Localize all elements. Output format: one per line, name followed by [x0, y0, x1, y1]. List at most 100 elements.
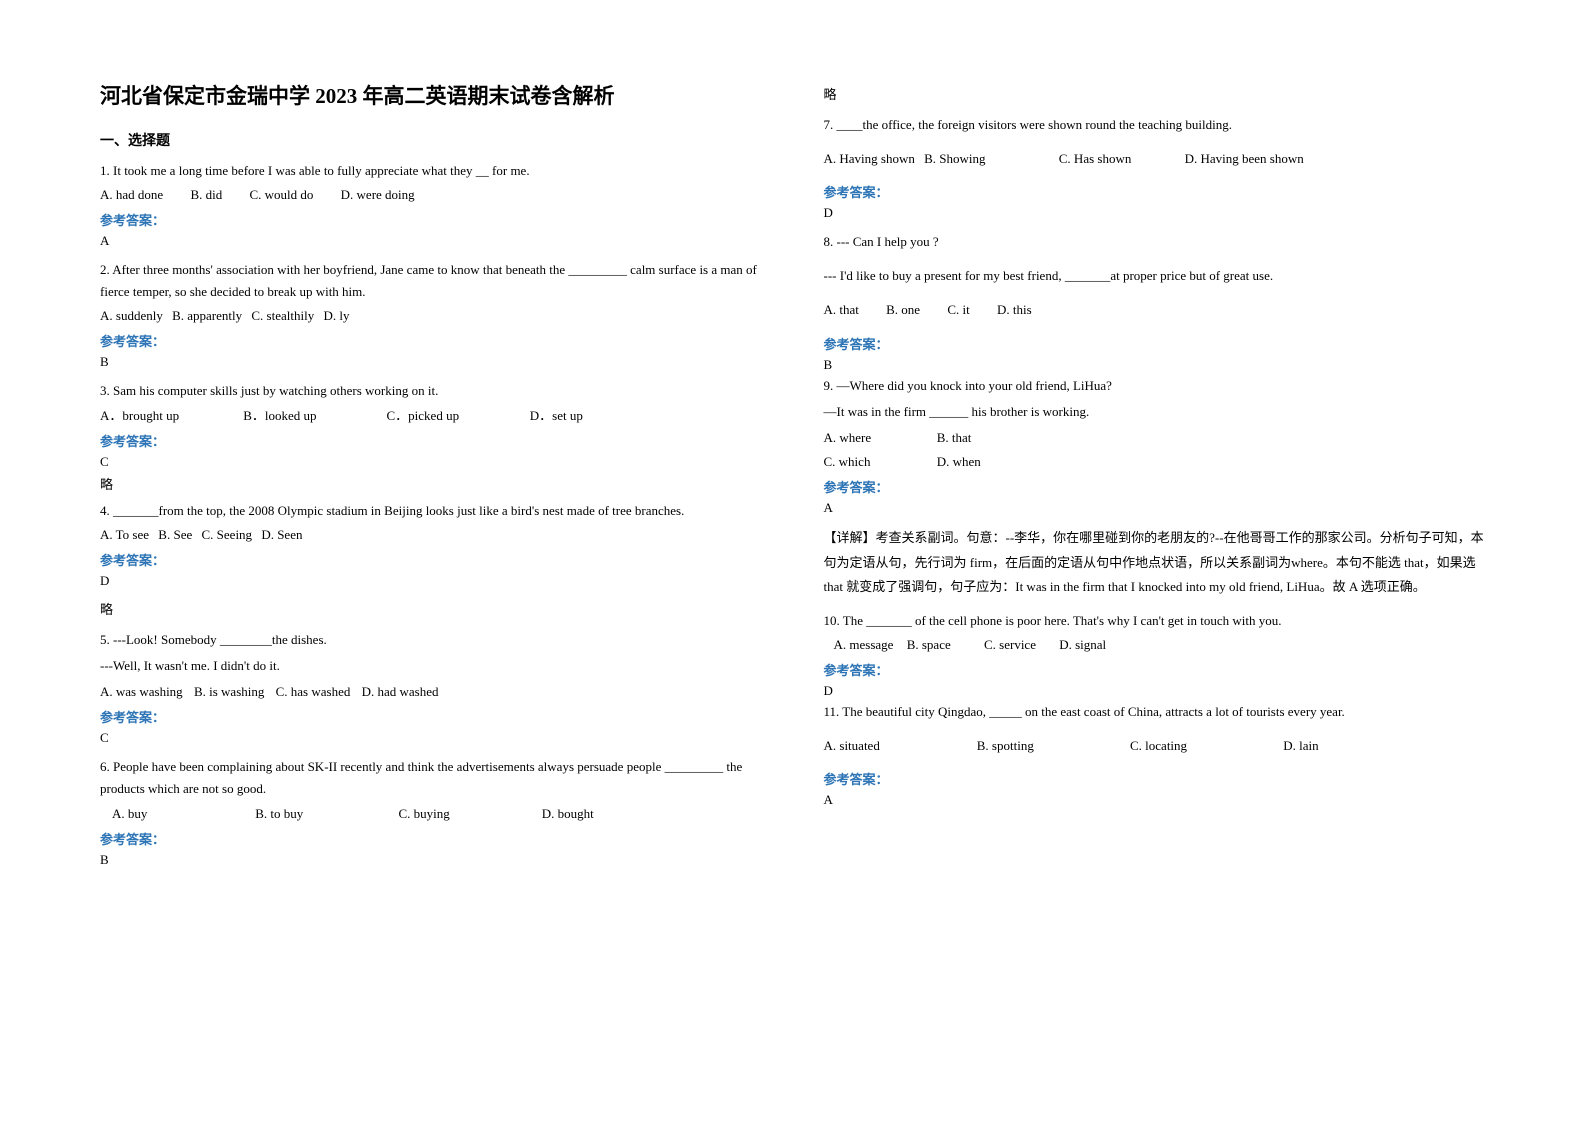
q5-opt-d: D. had washed — [362, 681, 439, 703]
q6-skip: 略 — [824, 84, 1488, 106]
q8-opt-c: C. it — [947, 299, 969, 321]
q7-ans-label: 参考答案： — [824, 182, 1488, 201]
q3-text: 3. Sam his computer skills just by watch… — [100, 380, 764, 402]
q10-opt-b: B. space — [907, 634, 951, 656]
q8-ans-label: 参考答案： — [824, 334, 1488, 353]
q3-skip: 略 — [100, 474, 764, 496]
q11-text: 11. The beautiful city Qingdao, _____ on… — [824, 701, 1488, 723]
q11-ans: A — [824, 792, 1488, 808]
q9-opt-b: B. that — [937, 427, 1047, 449]
section-heading: 一、选择题 — [100, 130, 764, 150]
q6-text: 6. People have been complaining about SK… — [100, 756, 764, 800]
q4-opt-b: B. See — [158, 524, 192, 546]
q4-ans: D — [100, 573, 764, 589]
q6-opt-b: B. to buy — [255, 803, 395, 825]
q7-opt-d: D. Having been shown — [1185, 148, 1304, 170]
page: 河北省保定市金瑞中学 2023 年高二英语期末试卷含解析 一、选择题 1. It… — [0, 0, 1587, 918]
q2-opt-d: D. ly — [323, 305, 349, 327]
q10-opt-d: D. signal — [1059, 634, 1106, 656]
q6-opt-a: A. buy — [112, 803, 252, 825]
q3-opt-d: D．set up — [530, 405, 670, 427]
q4-opt-c: C. Seeing — [202, 524, 253, 546]
q2-opt-c: C. stealthily — [251, 305, 314, 327]
q9-text1: 9. —Where did you knock into your old fr… — [824, 375, 1488, 397]
q9-opt-a: A. where — [824, 427, 934, 449]
q8-ans: B — [824, 357, 1488, 373]
q9-options-row1: A. where B. that — [824, 427, 1488, 449]
q8-opt-a: A. that — [824, 299, 859, 321]
q7-text: 7. ____the office, the foreign visitors … — [824, 114, 1488, 136]
q10-ans: D — [824, 683, 1488, 699]
q8-text1: 8. --- Can I help you ? — [824, 231, 1488, 253]
q2-ans-label: 参考答案： — [100, 331, 764, 350]
q7-opt-c: C. Has shown — [1059, 148, 1132, 170]
q7-options: A. Having shown B. Showing C. Has shown … — [824, 148, 1488, 170]
q6-ans: B — [100, 852, 764, 868]
q1-options: A. had done B. did C. would do D. were d… — [100, 184, 764, 206]
q8-opt-d: D. this — [997, 299, 1032, 321]
q10-ans-label: 参考答案： — [824, 660, 1488, 679]
q10-text: 10. The _______ of the cell phone is poo… — [824, 610, 1488, 632]
q3-ans-label: 参考答案： — [100, 431, 764, 450]
q10-opt-a: A. message — [834, 634, 894, 656]
q7-opt-b: B. Showing — [924, 148, 985, 170]
q9-ans: A — [824, 500, 1488, 516]
q7-opt-a: A. Having shown — [824, 148, 915, 170]
q7-ans: D — [824, 205, 1488, 221]
q3-opt-c: C．picked up — [387, 405, 527, 427]
q4-opt-a: A. To see — [100, 524, 149, 546]
q2-text: 2. After three months' association with … — [100, 259, 764, 303]
q9-opt-d: D. when — [937, 451, 1047, 473]
q5-ans: C — [100, 730, 764, 746]
q11-opt-b: B. spotting — [977, 735, 1127, 757]
q2-opt-a: A. suddenly — [100, 305, 163, 327]
q8-options: A. that B. one C. it D. this — [824, 299, 1488, 321]
q2-options: A. suddenly B. apparently C. stealthily … — [100, 305, 764, 327]
left-column: 河北省保定市金瑞中学 2023 年高二英语期末试卷含解析 一、选择题 1. It… — [100, 80, 764, 878]
q6-opt-c: C. buying — [399, 803, 539, 825]
q3-opt-b: B．looked up — [243, 405, 383, 427]
q1-text: 1. It took me a long time before I was a… — [100, 160, 764, 182]
q1-ans-label: 参考答案： — [100, 210, 764, 229]
q10-options: A. message B. space C. service D. signal — [824, 634, 1488, 656]
right-column: 略 7. ____the office, the foreign visitor… — [824, 80, 1488, 878]
q4-options: A. To see B. See C. Seeing D. Seen — [100, 524, 764, 546]
q6-options: A. buy B. to buy C. buying D. bought — [100, 803, 764, 825]
q2-ans: B — [100, 354, 764, 370]
q1-opt-d: D. were doing — [341, 184, 415, 206]
q1-opt-c: C. would do — [249, 184, 313, 206]
q8-opt-b: B. one — [886, 299, 920, 321]
q4-text: 4. _______from the top, the 2008 Olympic… — [100, 500, 764, 522]
q5-opt-b: B. is washing — [194, 681, 264, 703]
q1-ans: A — [100, 233, 764, 249]
q5-opt-c: C. has washed — [276, 681, 351, 703]
q10-opt-c: C. service — [984, 634, 1036, 656]
q2-opt-b: B. apparently — [172, 305, 242, 327]
q5-ans-label: 参考答案： — [100, 707, 764, 726]
q8-text2: --- I'd like to buy a present for my bes… — [824, 265, 1488, 287]
q1-opt-a: A. had done — [100, 184, 163, 206]
q6-opt-d: D. bought — [542, 803, 682, 825]
q9-ans-label: 参考答案： — [824, 477, 1488, 496]
q11-options: A. situated B. spotting C. locating D. l… — [824, 735, 1488, 757]
q11-opt-d: D. lain — [1283, 735, 1383, 757]
q1-opt-b: B. did — [190, 184, 222, 206]
q5-opt-a: A. was washing — [100, 681, 183, 703]
q4-ans-label: 参考答案： — [100, 550, 764, 569]
q3-options: A．brought up B．looked up C．picked up D．s… — [100, 405, 764, 427]
q9-explanation: 【详解】考查关系副词。句意：--李华，你在哪里碰到你的老朋友的?--在他哥哥工作… — [824, 526, 1488, 600]
q9-options-row2: C. which D. when — [824, 451, 1488, 473]
q5-text1: 5. ---Look! Somebody ________the dishes. — [100, 629, 764, 651]
q9-text2: —It was in the firm ______ his brother i… — [824, 401, 1488, 423]
doc-title: 河北省保定市金瑞中学 2023 年高二英语期末试卷含解析 — [100, 80, 764, 110]
q5-text2: ---Well, It wasn't me. I didn't do it. — [100, 655, 764, 677]
q4-opt-d: D. Seen — [261, 524, 302, 546]
q11-ans-label: 参考答案： — [824, 769, 1488, 788]
q6-ans-label: 参考答案： — [100, 829, 764, 848]
q9-opt-c: C. which — [824, 451, 934, 473]
q11-opt-a: A. situated — [824, 735, 974, 757]
q3-opt-a: A．brought up — [100, 405, 240, 427]
q3-ans: C — [100, 454, 764, 470]
q11-opt-c: C. locating — [1130, 735, 1280, 757]
q5-options: A. was washing B. is washing C. has wash… — [100, 681, 764, 703]
